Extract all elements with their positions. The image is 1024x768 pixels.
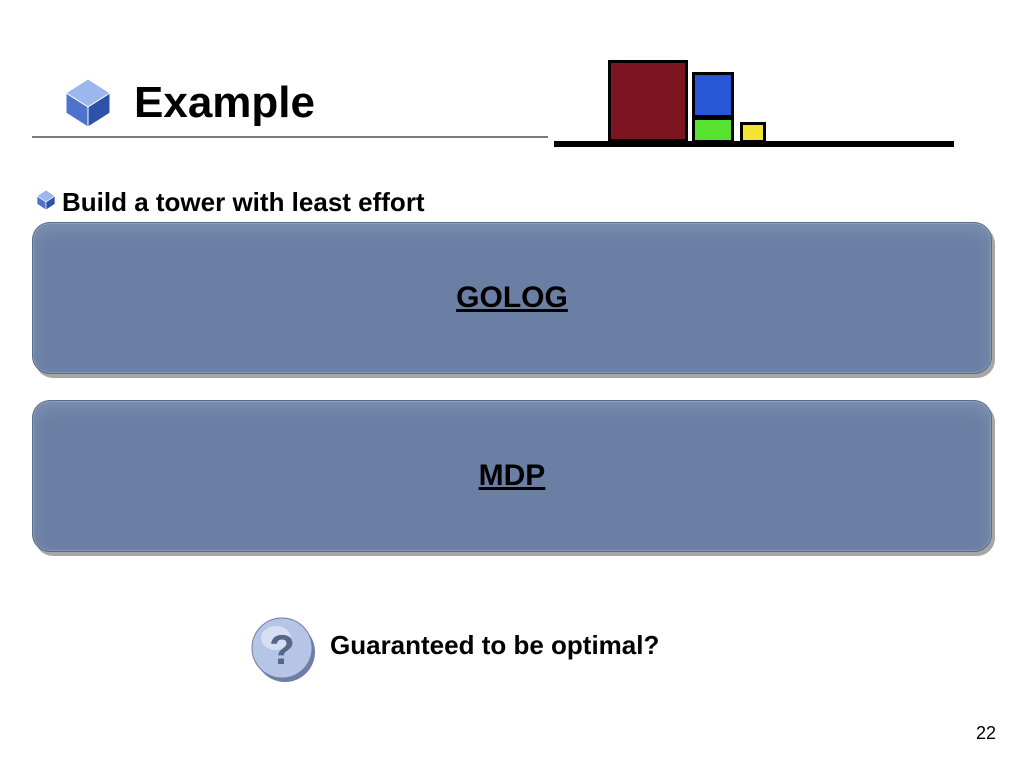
page-number: 22 (976, 723, 996, 744)
title-underline (32, 136, 548, 138)
panel-mdp: MDP (32, 400, 992, 552)
header-block (692, 72, 734, 118)
slide-subtitle: Build a tower with least effort (62, 187, 425, 218)
panel-label: MDP (479, 459, 546, 493)
header-block (608, 60, 688, 142)
question-badge-icon: ? (246, 612, 318, 684)
header-block (692, 117, 734, 143)
svg-text:?: ? (269, 626, 295, 673)
header-block (740, 122, 766, 143)
panel-golog: GOLOG (32, 222, 992, 374)
panel-label: GOLOG (456, 281, 568, 315)
slide-title: Example (134, 78, 315, 128)
sub-bullet-icon (34, 188, 58, 212)
title-bullet-icon (60, 75, 116, 131)
question-text: Guaranteed to be optimal? (330, 630, 659, 661)
